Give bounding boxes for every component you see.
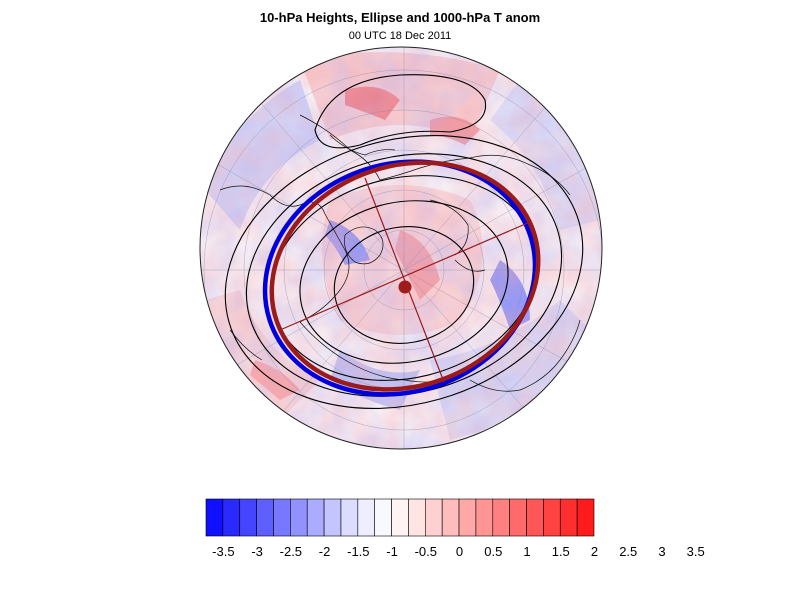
vortex-edge-contour	[262, 159, 538, 397]
chart-subtitle: 00 UTC 18 Dec 2011	[348, 30, 452, 42]
chart-title: 10-hPa Heights, Ellipse and 1000-hPa T a…	[259, 10, 541, 25]
colorbar-box	[492, 498, 510, 537]
colorbar-tick-label: 3.5	[687, 544, 705, 559]
globe-outline	[199, 46, 603, 450]
colorbar-box	[340, 498, 359, 537]
fitted-ellipse	[269, 160, 541, 392]
ellipse-center-marker	[398, 280, 412, 294]
colorbar-tick-label: 1	[523, 544, 530, 559]
colorbar-box	[576, 498, 595, 537]
colorbar-box	[441, 498, 460, 537]
colorbar-box	[543, 498, 561, 537]
colorbar-box	[374, 498, 392, 537]
colorbar-box	[424, 498, 443, 537]
colorbar-tick-label: -1	[386, 544, 398, 559]
colorbar-box	[526, 498, 544, 537]
colorbar-tick-label: -1.5	[347, 544, 369, 559]
colorbar-tick-label: 0.5	[484, 544, 502, 559]
colorbar-box	[323, 498, 342, 537]
colorbar-box	[458, 498, 477, 537]
colorbar-box	[408, 498, 426, 537]
colorbar-box	[391, 498, 409, 537]
colorbar-box	[357, 498, 375, 537]
colorbar-labels: -3.5 -3 -2.5 -2 -1.5 -1 -0.5 0 0.5 1 1.5 2 2.5 3 3.5	[212, 544, 705, 559]
colorbar-tick-label: 2.5	[619, 544, 637, 559]
colorbar-box	[256, 498, 274, 537]
colorbar-box	[290, 498, 308, 537]
colorbar-box	[222, 498, 241, 537]
colorbar-tick-label: 1.5	[552, 544, 570, 559]
colorbar-box	[205, 498, 224, 537]
colorbar-tick-label: -2	[319, 544, 331, 559]
colorbar-box	[273, 498, 291, 537]
colorbar-box	[306, 498, 325, 537]
colorbar-tick-label: -3.5	[212, 544, 234, 559]
coastlines	[219, 114, 581, 392]
colorbar-box	[239, 498, 257, 537]
colorbar-box	[559, 498, 578, 537]
colorbar-tick-label: -3	[251, 544, 263, 559]
colorbar-box	[475, 498, 494, 537]
colorbar-tick-label: 2	[591, 544, 598, 559]
colorbar-tick-label: 0	[456, 544, 463, 559]
colorbar-tick-label: 3	[658, 544, 665, 559]
colorbar-box	[509, 498, 527, 537]
polar-map	[199, 46, 603, 450]
colorbar-tick-label: -0.5	[415, 544, 437, 559]
temperature-anomaly-field	[200, 47, 602, 449]
colorbar-tick-label: -2.5	[280, 544, 302, 559]
colorbar-boxes	[205, 498, 595, 537]
